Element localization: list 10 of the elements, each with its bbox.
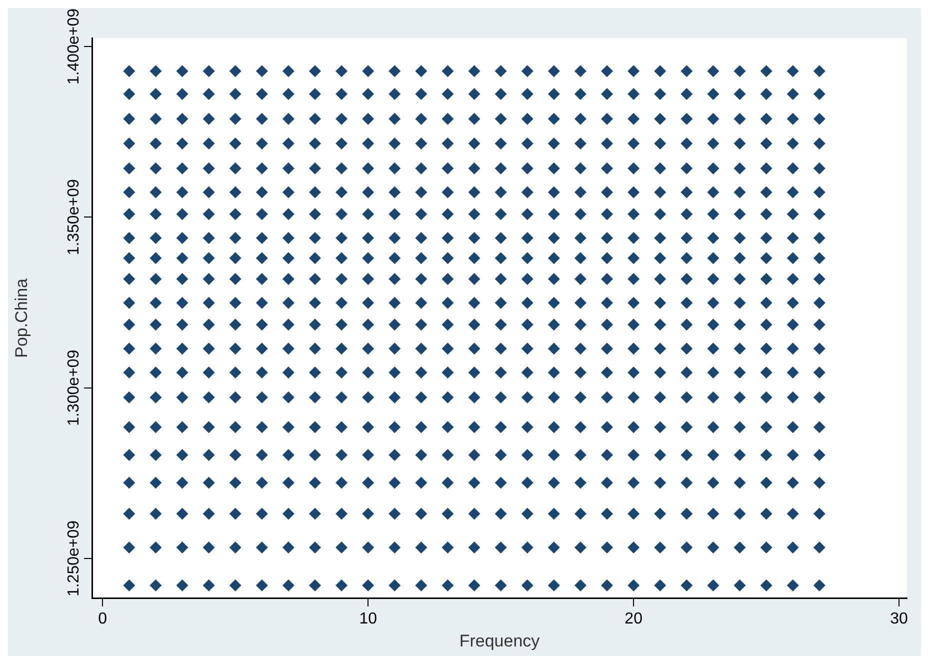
x-tick-label: 20 — [624, 610, 643, 628]
y-tick-label: 1.250e+09 — [65, 520, 82, 597]
y-tick-label: 1.400e+09 — [65, 8, 82, 85]
x-axis-title: Frequency — [459, 631, 540, 650]
y-axis-title: Pop.China — [12, 278, 31, 358]
y-tick-label: 1.350e+09 — [65, 179, 82, 256]
x-tick-label: 0 — [98, 610, 108, 628]
x-tick-label: 10 — [359, 610, 378, 628]
x-tick-label: 30 — [890, 610, 908, 628]
y-tick-label: 1.300e+09 — [65, 350, 82, 426]
